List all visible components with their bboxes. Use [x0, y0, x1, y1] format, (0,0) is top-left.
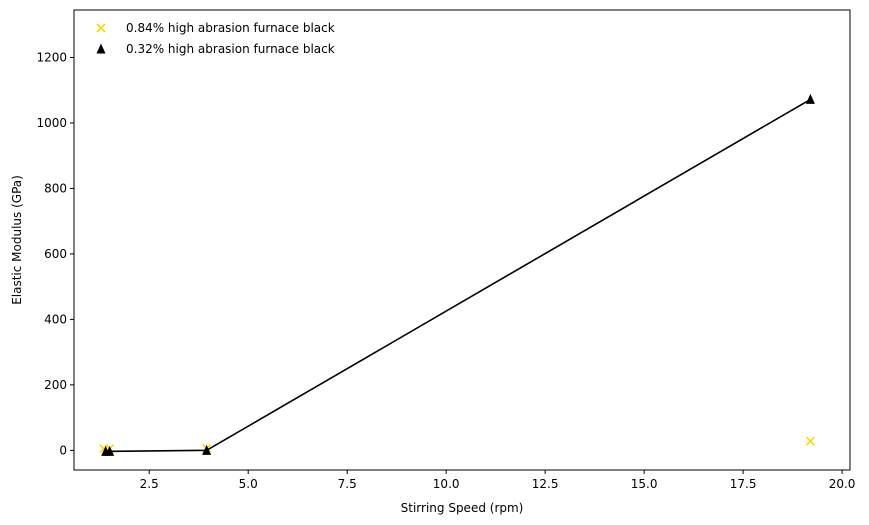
series-layer: [99, 93, 815, 456]
x-axis-label: Stirring Speed (rpm): [401, 501, 524, 515]
y-tick-label: 800: [44, 181, 67, 195]
y-axis: 0 200 400 600 800 1000 1200: [36, 50, 74, 457]
x-axis: 2.5 5.0 7.5 10.0 12.5 15.0 17.5 20.0: [140, 470, 856, 491]
data-point-triangle: [202, 444, 212, 455]
y-tick-label: 1200: [36, 50, 67, 64]
x-tick-label: 12.5: [532, 477, 559, 491]
series-1: [101, 93, 815, 456]
data-point-triangle: [805, 93, 815, 104]
y-tick-label: 0: [59, 443, 67, 457]
x-tick-label: 20.0: [829, 477, 856, 491]
y-axis-label: Elastic Modulus (GPa): [10, 175, 24, 305]
x-tick-label: 10.0: [433, 477, 460, 491]
legend: 0.84% high abrasion furnace black 0.32% h…: [96, 21, 335, 56]
legend-marker-x: [96, 23, 106, 33]
legend-item: 0.84% high abrasion furnace black: [96, 21, 335, 35]
y-tick-label: 600: [44, 247, 67, 261]
legend-label: 0.32% high abrasion furnace black: [126, 42, 335, 56]
plot-background: [74, 10, 850, 470]
legend-item: 0.32% high abrasion furnace black: [96, 42, 335, 56]
y-tick-label: 1000: [36, 116, 67, 130]
legend-label: 0.84% high abrasion furnace black: [126, 21, 335, 35]
x-tick-label: 15.0: [631, 477, 658, 491]
data-point-x: [805, 436, 815, 446]
x-tick-label: 5.0: [239, 477, 258, 491]
x-tick-label: 17.5: [730, 477, 757, 491]
y-tick-label: 400: [44, 312, 67, 326]
legend-marker-triangle: [96, 43, 106, 54]
x-tick-label: 2.5: [140, 477, 159, 491]
x-tick-label: 7.5: [338, 477, 357, 491]
y-tick-label: 200: [44, 378, 67, 392]
plot-frame: [73, 9, 851, 471]
data-point-triangle: [105, 445, 115, 456]
